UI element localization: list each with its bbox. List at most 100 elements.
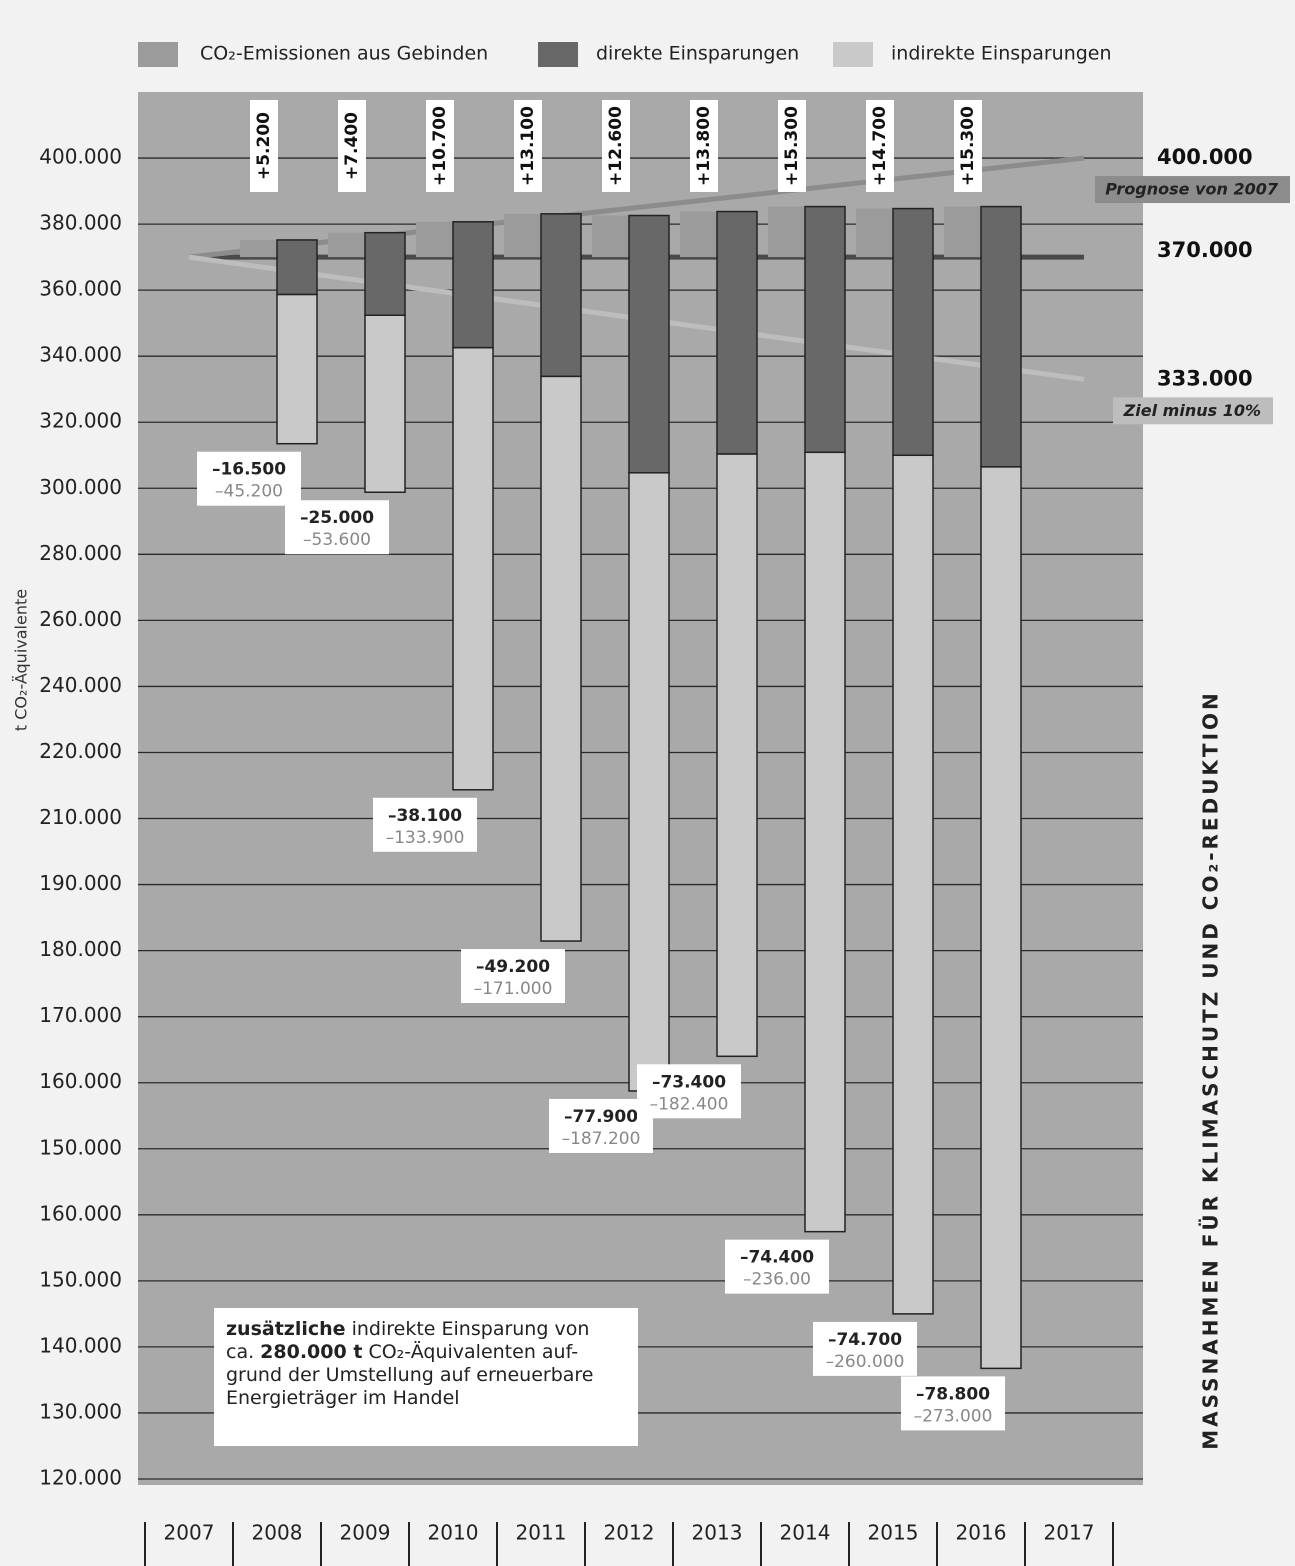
line-note: Prognose von 2007	[1105, 180, 1279, 199]
value-label-box	[250, 100, 278, 192]
y-tick-label: 120.000	[39, 1466, 122, 1490]
bar-direct	[540, 213, 582, 378]
y-tick-label: 160.000	[39, 1201, 122, 1225]
value-label-box	[725, 1239, 829, 1294]
note-box: zusätzliche indirekte Einsparung von ca. …	[214, 1308, 638, 1446]
value-label: –78.800	[916, 1384, 990, 1404]
note-text: grund der Umstellung auf erneuerbare	[226, 1364, 594, 1386]
note-line: grund der Umstellung auf erneuerbare	[226, 1364, 626, 1387]
line-note-box	[1095, 176, 1290, 204]
value-label-box	[901, 1376, 1005, 1431]
bar-direct	[364, 231, 406, 316]
baseline-label: 370.000	[1157, 238, 1253, 262]
y-tick-label: 240.000	[39, 673, 122, 697]
value-label-box	[602, 100, 630, 192]
x-tick-label: 2010	[428, 1521, 479, 1545]
value-label: –49.200	[476, 957, 550, 977]
bar-direct	[804, 205, 846, 454]
value-label-box	[778, 100, 806, 192]
note-bold: zusätzliche	[226, 1318, 346, 1340]
bar-direct	[276, 239, 318, 296]
value-label: –187.200	[562, 1129, 641, 1149]
value-label: –171.000	[474, 979, 553, 999]
value-label: –260.000	[826, 1352, 905, 1372]
y-tick-label: 150.000	[39, 1267, 122, 1291]
line-note-box	[1113, 397, 1273, 425]
value-label: –273.000	[914, 1406, 993, 1426]
y-tick-label: 160.000	[39, 1069, 122, 1093]
value-label: –25.000	[300, 508, 374, 528]
bar-indirect	[540, 375, 582, 942]
bar-direct	[452, 221, 494, 349]
bar-indirect	[892, 454, 934, 1315]
value-label-box	[197, 451, 301, 506]
value-label-box	[338, 100, 366, 192]
value-label: –74.700	[828, 1330, 902, 1350]
y-tick-label: 400.000	[39, 145, 122, 169]
value-label: –236.00	[743, 1270, 811, 1290]
value-label: –53.600	[303, 530, 371, 550]
y-tick-label: 260.000	[39, 607, 122, 631]
value-label: –182.400	[650, 1094, 729, 1114]
x-tick-label: 2013	[692, 1521, 743, 1545]
value-label-box	[866, 100, 894, 192]
x-tick-label: 2014	[780, 1521, 831, 1545]
note-line: Energieträger im Handel	[226, 1387, 626, 1410]
bar-direct	[980, 205, 1022, 468]
x-tick-label: 2011	[516, 1521, 567, 1545]
value-label: –133.900	[386, 828, 465, 848]
value-label: –45.200	[215, 482, 283, 502]
legend-swatch	[138, 42, 178, 67]
note-text: ca.	[226, 1341, 261, 1363]
y-axis-title: t CO₂-Äquivalente	[12, 589, 31, 731]
y-tick-label: 380.000	[39, 211, 122, 235]
note-text: CO₂-Äquivalenten auf-	[362, 1341, 579, 1363]
y-tick-label: 170.000	[39, 1003, 122, 1027]
value-label: +13.100	[518, 106, 538, 186]
note-line: zusätzliche indirekte Einsparung von	[226, 1318, 626, 1341]
x-tick-label: 2017	[1044, 1521, 1095, 1545]
note-line: ca. 280.000 t CO₂-Äquivalenten auf-	[226, 1341, 626, 1364]
y-tick-label: 140.000	[39, 1333, 122, 1357]
value-label-box	[285, 500, 389, 555]
value-label: +13.800	[694, 106, 714, 186]
y-tick-label: 150.000	[39, 1135, 122, 1159]
value-label-box	[461, 949, 565, 1004]
value-label-box	[373, 797, 477, 852]
y-tick-label: 190.000	[39, 871, 122, 895]
bar-indirect	[628, 472, 670, 1092]
line-label: 333.000	[1157, 366, 1253, 390]
note-text: indirekte Einsparung von	[345, 1318, 590, 1340]
legend-swatch	[538, 42, 578, 67]
value-label: –16.500	[212, 460, 286, 480]
value-label: –77.900	[564, 1107, 638, 1127]
side-title: MASSNAHMEN FÜR KLIMASCHUTZ UND CO₂-REDUK…	[1199, 690, 1223, 1450]
line-label: 400.000	[1157, 145, 1253, 169]
y-tick-label: 300.000	[39, 475, 122, 499]
value-label: +14.700	[870, 106, 890, 186]
y-tick-label: 340.000	[39, 343, 122, 367]
value-label-box	[514, 100, 542, 192]
bar-indirect	[452, 346, 494, 791]
x-tick-label: 2007	[164, 1521, 215, 1545]
bar-indirect	[364, 314, 406, 493]
legend-swatch	[833, 42, 873, 67]
value-label: +5.200	[254, 112, 274, 180]
value-label-box	[426, 100, 454, 192]
x-tick-label: 2008	[252, 1521, 303, 1545]
note-text: Energieträger im Handel	[226, 1387, 460, 1409]
y-tick-label: 320.000	[39, 409, 122, 433]
y-tick-label: 280.000	[39, 541, 122, 565]
value-label-box	[637, 1064, 741, 1119]
bar-direct	[892, 207, 934, 457]
y-tick-label: 360.000	[39, 277, 122, 301]
value-label-box	[549, 1098, 653, 1153]
value-label: +7.400	[342, 112, 362, 180]
bar-indirect	[980, 466, 1022, 1370]
bar-indirect	[804, 451, 846, 1233]
x-tick-label: 2012	[604, 1521, 655, 1545]
value-label: +15.300	[782, 106, 802, 186]
value-label: +12.600	[606, 106, 626, 186]
value-label: –73.400	[652, 1072, 726, 1092]
